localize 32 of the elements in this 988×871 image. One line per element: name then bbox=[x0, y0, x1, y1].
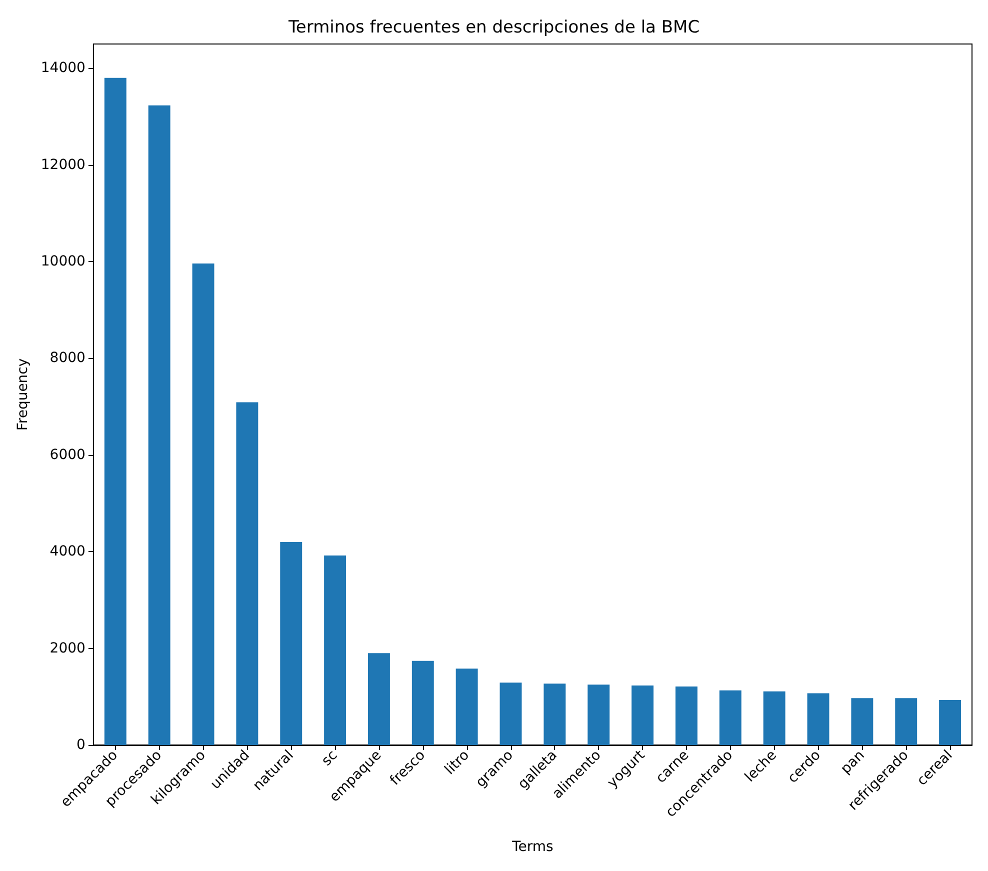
bar bbox=[544, 684, 566, 745]
y-tick-label: 6000 bbox=[50, 446, 86, 463]
chart-title: Terminos frecuentes en descripciones de la BMC bbox=[287, 18, 700, 38]
y-tick-label: 14000 bbox=[40, 60, 86, 76]
y-tick-label: 8000 bbox=[50, 350, 86, 366]
bar bbox=[500, 682, 522, 745]
y-tick-label: 10000 bbox=[40, 254, 86, 270]
bar bbox=[412, 660, 434, 745]
x-axis-title: Terms bbox=[511, 839, 554, 855]
bar bbox=[675, 686, 698, 745]
bar bbox=[851, 698, 874, 745]
bar bbox=[324, 555, 346, 745]
y-axis-title: Frequency bbox=[15, 358, 31, 431]
bar bbox=[632, 686, 654, 745]
bar bbox=[148, 105, 170, 745]
bar bbox=[807, 693, 830, 745]
bar bbox=[280, 542, 302, 745]
bar bbox=[588, 684, 610, 745]
bar bbox=[939, 700, 962, 745]
y-tick-label: 2000 bbox=[50, 640, 86, 656]
y-tick-label: 4000 bbox=[50, 544, 86, 560]
bar bbox=[104, 78, 126, 745]
bar bbox=[895, 698, 918, 745]
bar bbox=[368, 653, 390, 745]
bar bbox=[192, 263, 214, 745]
y-tick-label: 0 bbox=[76, 737, 86, 753]
bar bbox=[719, 690, 742, 745]
x-tick-label: litro bbox=[442, 747, 472, 778]
bar bbox=[236, 402, 258, 745]
y-tick-label: 12000 bbox=[40, 156, 86, 173]
bar bbox=[456, 668, 478, 745]
bar bbox=[763, 691, 786, 745]
